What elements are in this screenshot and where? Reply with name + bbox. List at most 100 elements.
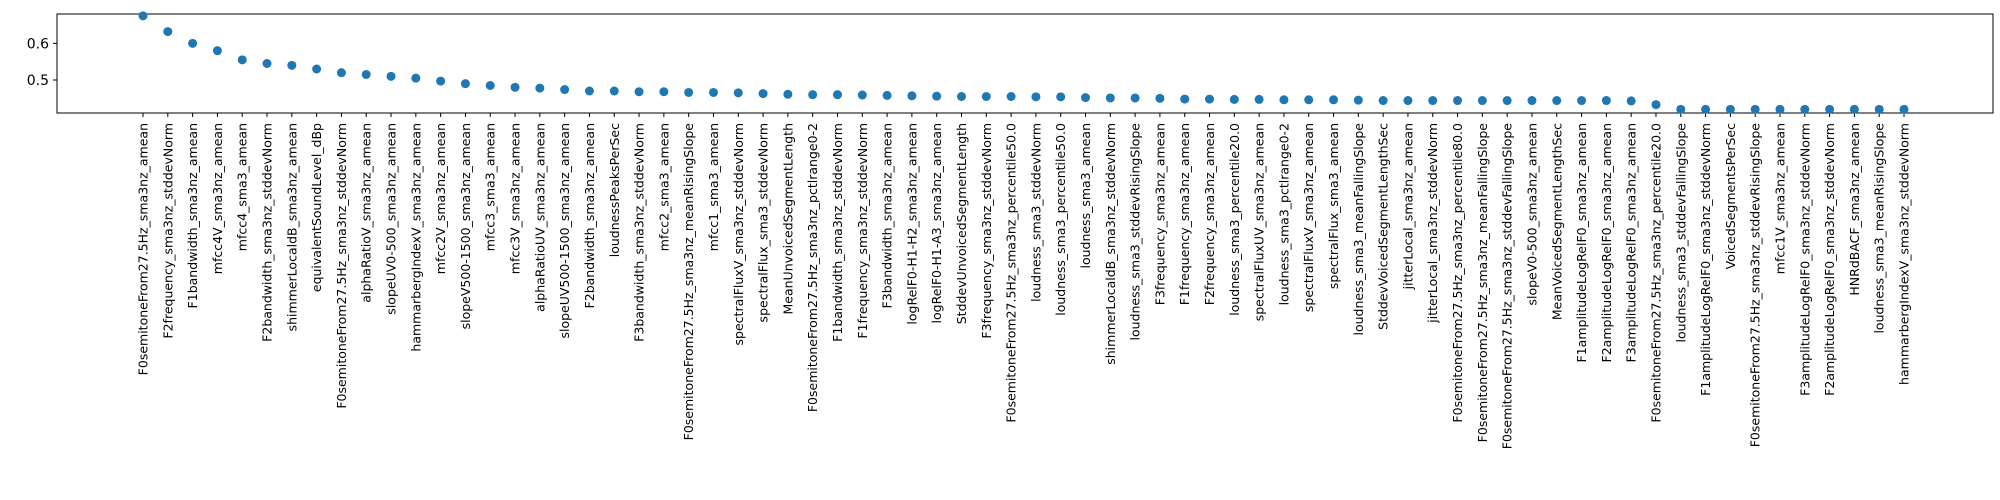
data-point	[138, 11, 148, 21]
data-point	[1403, 96, 1413, 106]
data-point	[1601, 96, 1611, 106]
x-tick-label: StddevUnvoicedSegmentLength	[954, 123, 969, 324]
data-point	[1701, 104, 1711, 114]
x-tick-label: mfcc2_sma3_amean	[656, 123, 671, 251]
data-point	[1874, 104, 1884, 114]
data-point	[1676, 104, 1686, 114]
data-point	[584, 86, 594, 96]
data-point	[634, 87, 644, 97]
x-tick-label: F0semitoneFrom27.5Hz_sma3nz_stddevRising…	[1748, 123, 1763, 448]
x-tick-label: F2frequency_sma3nz_stddevNorm	[160, 123, 175, 339]
x-tick-label: loudness_sma3_stddevFallingSlope	[1673, 123, 1688, 343]
data-point	[1725, 104, 1735, 114]
data-point	[758, 89, 768, 99]
data-point	[386, 71, 396, 81]
data-point	[1180, 94, 1190, 104]
data-point	[312, 64, 322, 74]
x-tick-label: F0semitoneFrom27.5Hz_sma3nz_percentile20…	[1648, 123, 1663, 423]
x-tick-label: HNRdBACF_sma3nz_amean	[1847, 123, 1862, 296]
x-tick-label: loudness_sma3_percentile50.0	[1053, 123, 1068, 316]
x-tick-label: F1bandwidth_sma3nz_amean	[185, 123, 200, 308]
data-point	[932, 91, 942, 101]
x-tick-label: F1amplitudeLogRelF0_sma3nz_stddevNorm	[1698, 123, 1713, 396]
x-tick-label: F0semitoneFrom27.5Hz_sma3nz_amean	[136, 123, 151, 375]
data-point	[1626, 96, 1636, 106]
x-tick-label: slopeV500-1500_sma3nz_amean	[458, 123, 473, 329]
data-point	[212, 46, 222, 56]
data-point	[1304, 95, 1314, 105]
x-tick-label: F3bandwidth_sma3nz_stddevNorm	[632, 123, 647, 342]
axes-frame	[56, 13, 1994, 114]
x-tick-label: hammarbergIndexV_sma3nz_amean	[408, 123, 423, 352]
data-point	[1453, 96, 1463, 106]
data-point	[857, 90, 867, 100]
data-point	[1477, 96, 1487, 106]
data-point	[609, 86, 619, 96]
y-tick-label: 0.5	[27, 73, 49, 89]
x-tick-label: logRelF0-H1-A3_sma3nz_amean	[929, 123, 944, 323]
x-tick-label: loudness_sma3_percentile20.0	[1227, 123, 1242, 316]
x-tick-label: spectralFluxV_sma3nz_stddevNorm	[731, 123, 746, 345]
x-tick-label: spectralFlux_sma3_amean	[1326, 123, 1341, 289]
data-point	[1130, 93, 1140, 103]
x-tick-label: MeanUnvoicedSegmentLength	[780, 123, 795, 315]
data-point	[560, 85, 570, 95]
x-tick-label: F0semitoneFrom27.5Hz_sma3nz_percentile80…	[1450, 123, 1465, 423]
x-tick-label: jitterLocal_sma3nz_amean	[1400, 123, 1415, 290]
data-point	[1353, 95, 1363, 105]
data-point	[733, 88, 743, 98]
x-tick-label: alphaRatioV_sma3nz_amean	[359, 123, 374, 303]
x-tick-label: spectralFluxUV_sma3nz_amean	[1252, 123, 1267, 321]
data-point	[1056, 92, 1066, 102]
x-tick-label: F3amplitudeLogRelF0_sma3nz_amean	[1624, 123, 1639, 362]
x-tick-label: MeanVoicedSegmentLengthSec	[1549, 123, 1564, 320]
data-point	[832, 90, 842, 100]
x-tick-label: loudness_sma3_meanFallingSlope	[1351, 123, 1366, 336]
plot-area: 0.5 0.6 F0semitoneFrom27.5Hz_sma3nz_amean F…	[27, 11, 1994, 450]
x-tick-label: equivalentSoundLevel_dBp	[309, 123, 324, 292]
data-point	[708, 87, 718, 97]
x-tick-label: shimmerLocaldB_sma3nz_amean	[284, 123, 299, 331]
data-point	[1775, 104, 1785, 114]
data-point	[1279, 95, 1289, 105]
x-tick-label: F3bandwidth_sma3nz_amean	[880, 123, 895, 308]
x-tick-label: F3frequency_sma3nz_stddevNorm	[979, 123, 994, 339]
x-tick-label: loudness_sma3_meanRisingSlope	[1872, 123, 1887, 334]
data-point	[1750, 104, 1760, 114]
data-point	[1229, 94, 1239, 104]
data-point	[510, 82, 520, 92]
data-point	[237, 55, 247, 65]
x-tick-label: mfcc3V_sma3nz_amean	[508, 123, 523, 274]
data-point	[1155, 93, 1165, 103]
x-tick-label: logRelF0-H1-H2_sma3nz_amean	[904, 123, 919, 325]
x-tick-label: loudness_sma3_stddevNorm	[1028, 123, 1043, 302]
x-tick-label: mfcc1V_sma3nz_amean	[1772, 123, 1787, 274]
data-point	[907, 91, 917, 101]
x-tick-label: loudnessPeaksPerSec	[607, 123, 622, 257]
x-tick-label: F0semitoneFrom27.5Hz_sma3nz_stddevFallin…	[1500, 123, 1515, 450]
data-point	[262, 59, 272, 68]
data-point	[1849, 104, 1859, 114]
x-tick-label: mfcc4V_sma3nz_amean	[210, 123, 225, 274]
data-point	[1552, 96, 1562, 106]
x-tick-label: F2bandwidth_sma3nz_amean	[582, 123, 597, 308]
x-tick-label: slopeUV500-1500_sma3nz_amean	[557, 123, 572, 339]
data-point	[808, 90, 818, 100]
x-tick-label: hammarbergIndexV_sma3nz_stddevNorm	[1897, 123, 1912, 385]
data-point	[1651, 100, 1661, 110]
x-tick-label: F3amplitudeLogRelF0_sma3nz_stddevNorm	[1797, 123, 1812, 396]
data-point	[684, 87, 694, 97]
x-tick-label: mfcc2V_sma3nz_amean	[433, 123, 448, 274]
data-point	[1105, 93, 1115, 103]
x-tick-label: mfcc1_sma3_amean	[706, 123, 721, 251]
x-tick-label: loudness_sma3_pctlrange0-2	[1276, 123, 1291, 305]
data-point	[1081, 93, 1091, 103]
data-point	[1899, 104, 1909, 114]
x-tick-label: StddevVoicedSegmentLengthSec	[1376, 123, 1391, 330]
data-point	[188, 38, 198, 48]
x-tick-label: slopeUV0-500_sma3nz_amean	[384, 123, 399, 315]
x-tick-label: VoicedSegmentsPerSec	[1723, 123, 1738, 270]
data-point	[1205, 94, 1215, 104]
data-point	[882, 90, 892, 100]
x-tick-label: F1bandwidth_sma3nz_stddevNorm	[830, 123, 845, 342]
